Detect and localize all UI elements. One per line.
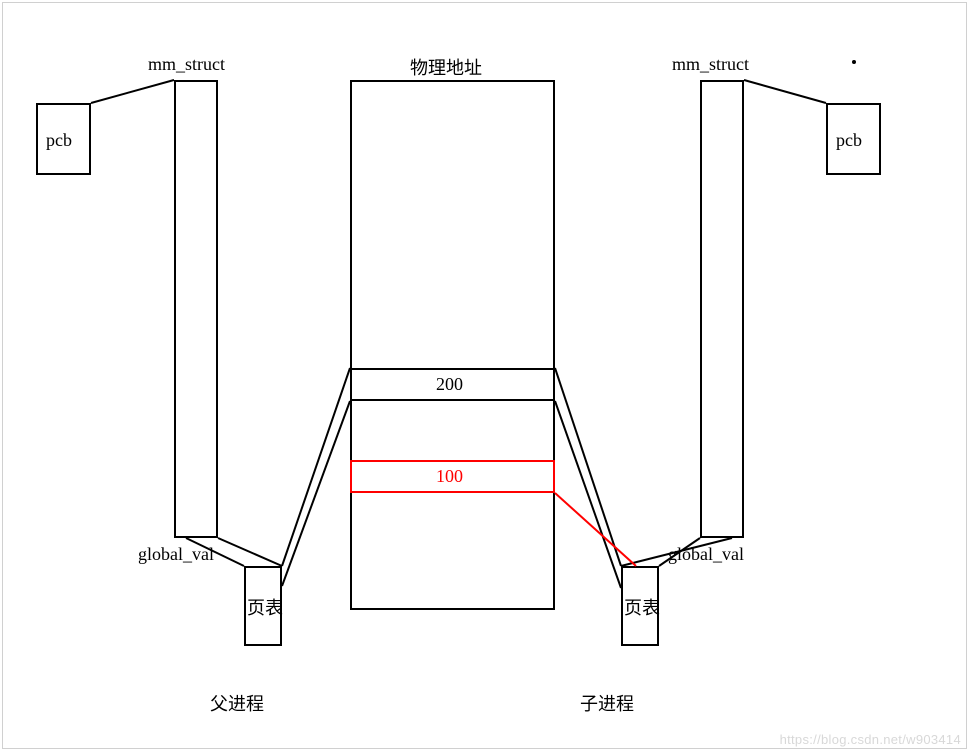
physical-memory-box <box>350 80 555 610</box>
physical-addr-label: 物理地址 <box>410 54 482 80</box>
global-val-left-label: global_val <box>138 544 214 565</box>
mm-struct-right-label: mm_struct <box>672 54 749 75</box>
value-100-label: 100 <box>436 466 463 487</box>
mm-struct-right-box <box>700 80 744 538</box>
pcb-left-label: pcb <box>46 130 72 151</box>
page-table-right-label: 页表 <box>624 594 660 620</box>
global-val-right-label: global_val <box>668 544 744 565</box>
mm-struct-left-label: mm_struct <box>148 54 225 75</box>
page-table-left-label: 页表 <box>247 594 283 620</box>
parent-process-label: 父进程 <box>210 690 264 716</box>
child-process-label: 子进程 <box>580 690 634 716</box>
diagram-canvas: mm_struct 物理地址 mm_struct pcb pcb 200 100… <box>0 0 971 753</box>
watermark-text: https://blog.csdn.net/w903414 <box>780 732 961 747</box>
pcb-right-label: pcb <box>836 130 862 151</box>
mm-struct-left-box <box>174 80 218 538</box>
value-200-label: 200 <box>436 374 463 395</box>
